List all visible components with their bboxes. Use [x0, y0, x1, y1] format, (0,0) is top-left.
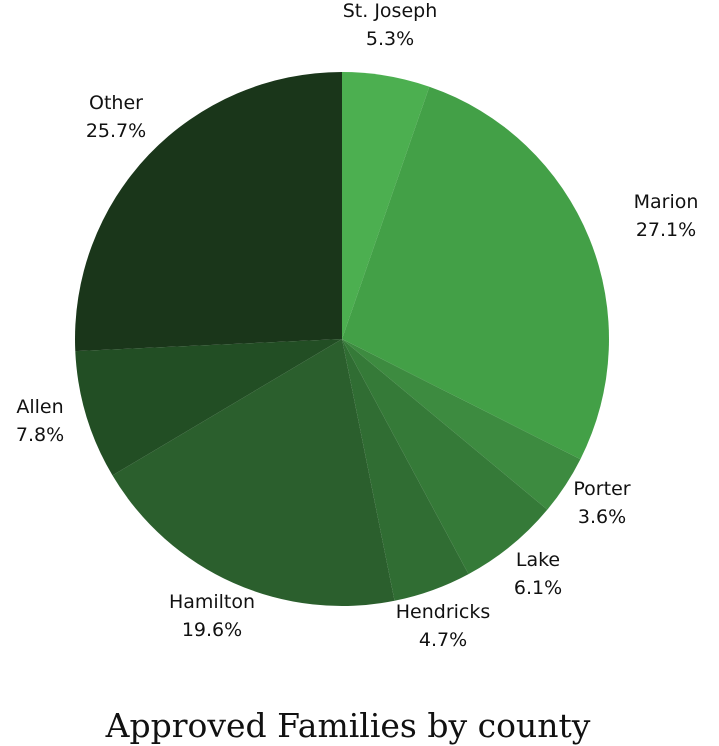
slice-st-joseph [342, 72, 430, 339]
slice-allen [75, 339, 342, 476]
slice-label-marion: Marion [634, 191, 699, 213]
slice-value-marion: 27.1% [636, 219, 696, 241]
slice-marion [342, 86, 609, 460]
slice-labels: St. Joseph 5.3% Marion 27.1% Porter 3.6% Lake 6… [16, 0, 699, 651]
slice-hamilton [112, 339, 395, 607]
slice-value-st-joseph: 5.3% [366, 28, 414, 50]
slice-value-other: 25.7% [86, 120, 146, 142]
slice-label-allen: Allen [16, 396, 63, 418]
slice-other [75, 71, 342, 352]
chart-title: Approved Families by county [105, 706, 591, 745]
slice-value-allen: 7.8% [16, 424, 64, 446]
slice-label-st-joseph: St. Joseph [343, 0, 438, 22]
slice-label-other: Other [89, 92, 143, 114]
slice-porter [342, 339, 581, 510]
slice-label-porter: Porter [573, 478, 630, 500]
slice-label-hendricks: Hendricks [396, 601, 491, 623]
slice-hendricks [342, 339, 469, 601]
slice-value-hamilton: 19.6% [182, 619, 242, 641]
slice-value-porter: 3.6% [578, 506, 626, 528]
slice-value-hendricks: 4.7% [419, 629, 467, 651]
slice-value-lake: 6.1% [514, 577, 562, 599]
pie-slices [75, 71, 609, 607]
slice-label-lake: Lake [516, 549, 560, 571]
slice-lake [342, 339, 548, 575]
slice-label-hamilton: Hamilton [169, 591, 255, 613]
